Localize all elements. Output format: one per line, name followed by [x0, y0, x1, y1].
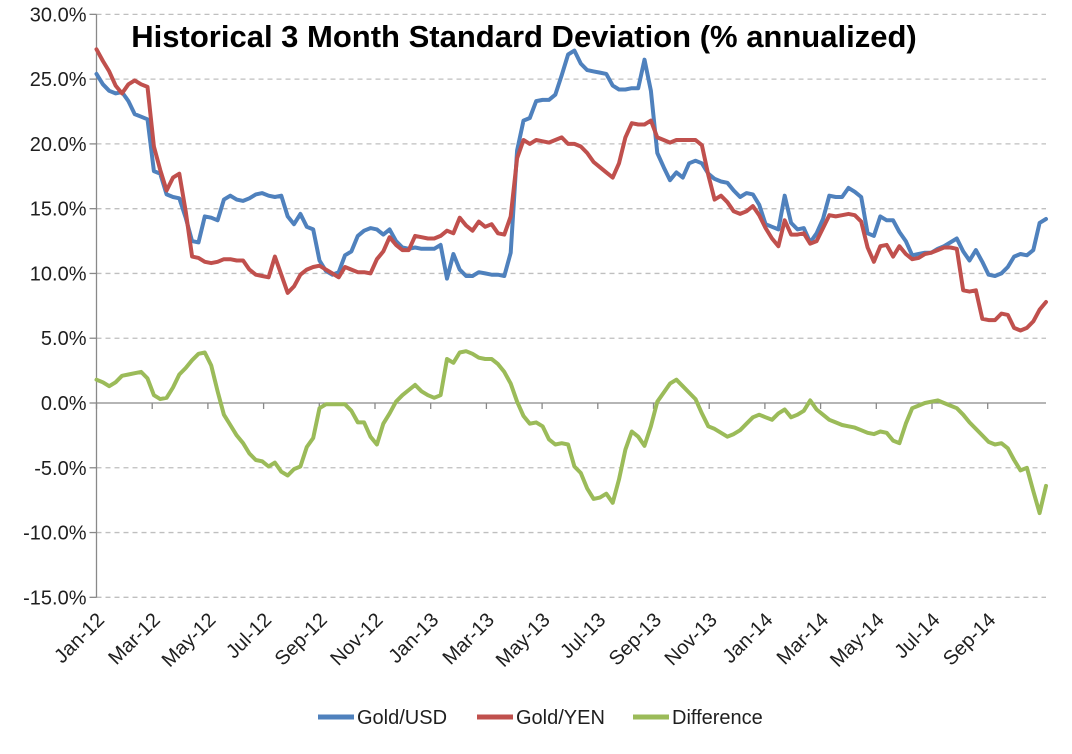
x-tick-label: Sep-14 — [939, 609, 1000, 670]
legend-label-gold-usd: Gold/USD — [357, 707, 447, 729]
series-line-gold-usd — [94, 48, 1048, 281]
x-tick-label: Nov-12 — [326, 609, 387, 670]
x-tick-label: Jan-13 — [384, 609, 443, 668]
x-tick-label: Sep-13 — [605, 609, 666, 670]
x-tick-label: Nov-13 — [661, 609, 722, 670]
y-tick-label: 20.0% — [30, 134, 87, 156]
series-layer — [94, 47, 1048, 516]
x-tick-label: May-13 — [492, 609, 555, 672]
legend-label-gold-yen: Gold/YEN — [516, 707, 605, 729]
legend: Gold/USD Gold/YEN Difference — [318, 707, 763, 729]
x-tick-label: Jul-12 — [222, 609, 276, 663]
y-tick-label: 15.0% — [30, 199, 87, 221]
x-tick-label: Mar-14 — [773, 609, 833, 669]
x-tick-label: Mar-12 — [104, 609, 164, 669]
y-tick-label: 5.0% — [41, 328, 87, 350]
x-tick-label: Mar-13 — [439, 609, 499, 669]
y-tick-label: 30.0% — [30, 4, 87, 26]
y-tick-label: 0.0% — [41, 393, 87, 415]
x-tick-label: Jul-13 — [556, 609, 610, 663]
x-tick-label: Jan-14 — [719, 609, 778, 668]
series-line-difference — [94, 349, 1048, 516]
x-tick-label: May-12 — [158, 609, 221, 672]
x-tick-label: Sep-12 — [271, 609, 332, 670]
y-tick-label: 10.0% — [30, 263, 87, 285]
axes-layer — [89, 13, 1046, 598]
x-tick-label: Jul-14 — [890, 609, 944, 663]
y-tick-label: -5.0% — [34, 458, 86, 480]
legend-label-difference: Difference — [672, 707, 763, 729]
y-tick-label: -10.0% — [23, 523, 87, 545]
gridlines-layer — [96, 13, 1046, 598]
chart-title: Historical 3 Month Standard Deviation (%… — [131, 19, 916, 54]
x-tick-label: Jan-12 — [50, 609, 109, 668]
series-line-gold-yen — [94, 47, 1048, 333]
y-tick-label: 25.0% — [30, 69, 87, 91]
x-tick-label: May-14 — [826, 609, 889, 672]
y-tick-label: -15.0% — [23, 587, 87, 609]
